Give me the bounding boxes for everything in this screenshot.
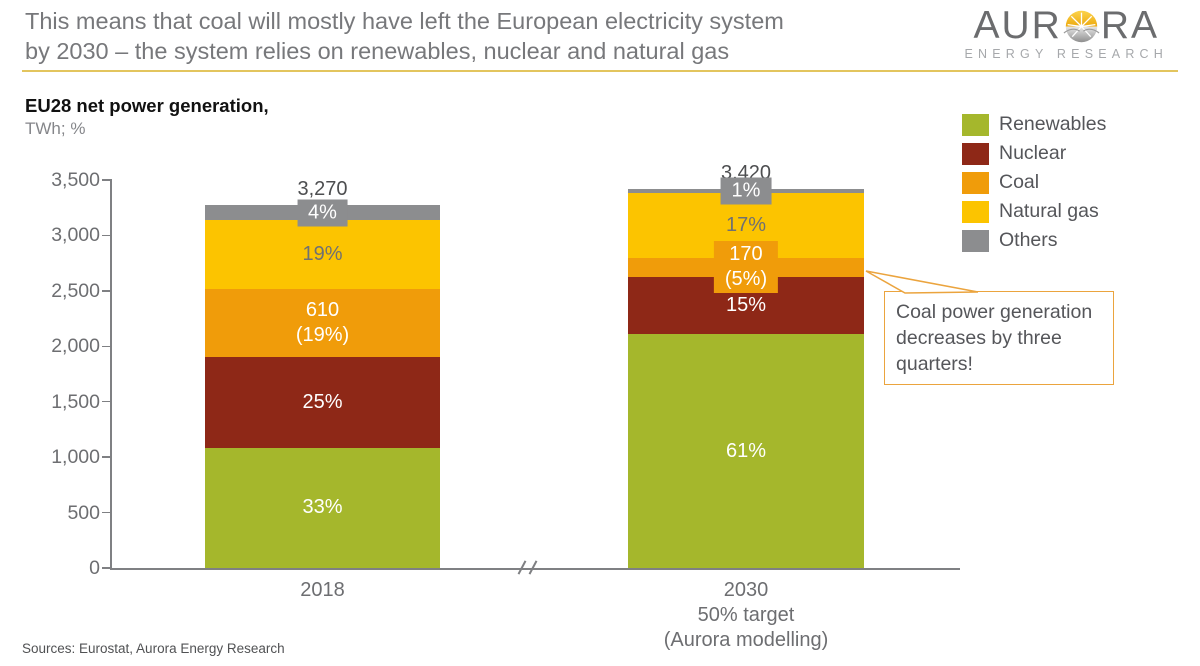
bar-0-segment-nuclear xyxy=(205,356,440,448)
sources-note: Sources: Eurostat, Aurora Energy Researc… xyxy=(22,641,285,656)
segment-value-label: 19% xyxy=(302,243,343,266)
page-title-line1: This means that coal will mostly have le… xyxy=(25,8,784,34)
header-divider xyxy=(22,70,1178,72)
x-axis-line xyxy=(110,568,960,570)
y-tick xyxy=(102,290,110,292)
bar-1-segment-renewables xyxy=(628,334,864,568)
page-title: This means that coal will mostly have le… xyxy=(25,6,784,66)
callout-pointer xyxy=(865,270,979,294)
segment-value-label: 25% xyxy=(302,390,343,413)
y-tick xyxy=(102,567,110,569)
segment-value-label: 61% xyxy=(725,439,767,462)
bar-0-segment-natural-gas xyxy=(205,220,440,290)
coal-swatch-icon xyxy=(962,171,989,194)
legend-label: Renewables xyxy=(999,113,1107,135)
segment-value-label: 17% xyxy=(725,213,767,236)
segment-value-label: 33% xyxy=(302,496,343,519)
y-axis-line xyxy=(110,179,112,569)
segment-value-badge: 4% xyxy=(297,199,348,227)
legend-label: Nuclear xyxy=(999,142,1067,164)
legend-item-renewables: Renewables xyxy=(962,110,1106,139)
legend-item-others: Others xyxy=(962,226,1106,255)
segment-value-badge: 170 (5%) xyxy=(713,241,779,294)
y-tick-label: 1,000 xyxy=(51,446,100,469)
page-title-line2: by 2030 – the system relies on renewable… xyxy=(25,38,730,64)
others-swatch-icon xyxy=(962,229,989,252)
legend-item-nuclear: Nuclear xyxy=(962,139,1106,168)
y-tick-label: 0 xyxy=(89,557,100,579)
x-category-label: 2030 50% target (Aurora modelling) xyxy=(663,579,829,651)
segment-value-label: 610 (19%) xyxy=(295,299,350,347)
segment-value-label: 15% xyxy=(725,294,767,317)
y-tick-label: 2,000 xyxy=(51,335,100,358)
chart-legend: Renewables Nuclear Coal Natural gas Others xyxy=(962,110,1106,255)
bar-0-segment-renewables xyxy=(205,447,440,568)
legend-item-natural-gas: Natural gas xyxy=(962,197,1106,226)
legend-item-coal: Coal xyxy=(962,168,1106,197)
segment-value-badge: 1% xyxy=(720,177,772,205)
legend-label: Others xyxy=(999,229,1058,251)
y-tick-label: 2,500 xyxy=(51,279,100,302)
chart-heading: EU28 net power generation, xyxy=(25,95,269,116)
logo-text-post: RA xyxy=(1100,4,1160,47)
y-tick-label: 3,000 xyxy=(51,224,100,247)
logo-text-pre: AUR xyxy=(973,4,1062,47)
y-tick xyxy=(102,234,110,237)
natural-gas-swatch-icon xyxy=(962,200,989,223)
y-tick xyxy=(102,179,110,181)
aurora-logo: AUR xyxy=(964,5,1169,62)
y-tick xyxy=(102,456,110,458)
x-category-label: 2018 xyxy=(300,579,345,601)
renewables-swatch-icon xyxy=(962,113,989,136)
legend-label: Coal xyxy=(999,171,1040,193)
y-tick xyxy=(102,400,110,403)
y-tick-label: 3,500 xyxy=(51,169,100,191)
y-tick xyxy=(102,345,110,348)
sun-icon xyxy=(1063,10,1100,42)
annotation-callout: Coal power generation decreases by three… xyxy=(884,291,1114,385)
bar-0-segment-coal xyxy=(205,289,440,357)
y-tick xyxy=(102,511,110,514)
bar-total-label: 3,270 xyxy=(297,178,348,201)
legend-label: Natural gas xyxy=(999,200,1099,222)
nuclear-swatch-icon xyxy=(962,142,989,165)
chart-unit-label: TWh; % xyxy=(25,119,86,138)
y-tick-label: 500 xyxy=(67,501,100,524)
y-tick-label: 1,500 xyxy=(51,390,100,413)
aurora-logo-word: AUR xyxy=(965,5,1169,47)
logo-subtitle: ENERGY RESEARCH xyxy=(964,47,1168,61)
